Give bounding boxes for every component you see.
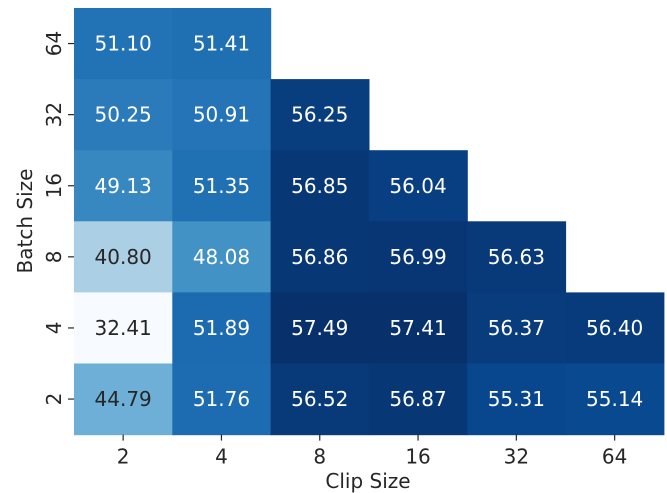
x-tick-label-8: 8 xyxy=(313,445,326,469)
heatmap-cell-batch-2-clip-32 xyxy=(467,363,567,436)
heatmap-value-batch-32-clip-8: 56.25 xyxy=(291,103,348,127)
heatmap-value-batch-2-clip-64: 55.14 xyxy=(586,387,643,411)
heatmap-cell-batch-16-clip-16 xyxy=(368,150,468,222)
heatmap-value-batch-32-clip-2: 50.25 xyxy=(95,103,152,127)
heatmap-cell-batch-16-clip-8 xyxy=(270,150,370,222)
heatmap-cell-batch-32-clip-2 xyxy=(74,79,173,151)
heatmap-cells: 51.10 51.41 50.25 50.91 56.25 49.13 51.35 56.85… xyxy=(74,8,665,436)
heatmap-value-batch-16-clip-16: 56.04 xyxy=(389,174,446,198)
y-tick-label-2: 2 xyxy=(42,393,66,406)
heatmap-cell-batch-32-clip-4 xyxy=(172,79,272,151)
heatmap-value-batch-64-clip-2: 51.10 xyxy=(95,32,152,56)
heatmap-cell-batch-16-clip-4 xyxy=(172,150,272,222)
y-axis-title: Batch Size xyxy=(13,169,37,274)
heatmap-value-batch-16-clip-2: 49.13 xyxy=(95,174,152,198)
x-axis-title: Clip Size xyxy=(325,469,410,493)
heatmap-cell-batch-2-clip-16 xyxy=(368,363,468,436)
heatmap-value-batch-32-clip-4: 50.91 xyxy=(193,103,250,127)
x-tick-label-4: 4 xyxy=(215,445,228,469)
heatmap-value-batch-4-clip-64: 56.40 xyxy=(586,316,643,340)
x-tick-label-64: 64 xyxy=(602,445,627,469)
heatmap-value-batch-16-clip-4: 51.35 xyxy=(193,174,250,198)
heatmap-value-batch-4-clip-32: 56.37 xyxy=(488,316,545,340)
y-tick-label-16: 16 xyxy=(42,173,66,198)
x-tick-label-2: 2 xyxy=(117,445,130,469)
x-tick-label-16: 16 xyxy=(405,445,430,469)
heatmap-value-batch-8-clip-4: 48.08 xyxy=(193,245,250,269)
heatmap-cell-batch-64-clip-4 xyxy=(172,8,272,80)
heatmap-cell-batch-4-clip-4 xyxy=(172,292,272,365)
heatmap-cell-batch-2-clip-4 xyxy=(172,363,272,436)
heatmap-cell-batch-16-clip-2 xyxy=(74,150,173,222)
y-axis-ticks: 64 32 16 8 4 2 xyxy=(42,31,74,406)
heatmap-cell-batch-4-clip-32 xyxy=(467,292,567,365)
heatmap-value-batch-64-clip-4: 51.41 xyxy=(193,32,250,56)
y-tick-label-4: 4 xyxy=(42,322,66,335)
heatmap-cell-batch-2-clip-64 xyxy=(565,363,665,436)
heatmap-cell-batch-4-clip-64 xyxy=(565,292,665,365)
y-tick-label-64: 64 xyxy=(42,31,66,56)
heatmap-cell-batch-4-clip-2 xyxy=(74,292,173,365)
heatmap-value-batch-4-clip-4: 51.89 xyxy=(193,316,250,340)
heatmap-value-batch-2-clip-8: 56.52 xyxy=(291,387,348,411)
heatmap-value-batch-8-clip-2: 40.80 xyxy=(95,245,152,269)
heatmap-cell-batch-2-clip-2 xyxy=(74,363,173,436)
heatmap-value-batch-8-clip-16: 56.99 xyxy=(389,245,446,269)
heatmap-value-batch-16-clip-8: 56.85 xyxy=(291,174,348,198)
x-axis-ticks: 2 4 8 16 32 64 xyxy=(117,434,627,469)
heatmap-cell-batch-8-clip-32 xyxy=(467,221,567,293)
heatmap-value-batch-2-clip-4: 51.76 xyxy=(193,387,250,411)
y-tick-label-8: 8 xyxy=(42,250,66,263)
heatmap-value-batch-2-clip-32: 55.31 xyxy=(488,387,545,411)
heatmap-value-batch-4-clip-2: 32.41 xyxy=(95,316,152,340)
heatmap-cell-batch-64-clip-2 xyxy=(74,8,173,80)
heatmap-value-batch-4-clip-8: 57.49 xyxy=(291,316,348,340)
heatmap-cell-batch-8-clip-4 xyxy=(172,221,272,293)
heatmap-value-batch-8-clip-8: 56.86 xyxy=(291,245,348,269)
y-tick-label-32: 32 xyxy=(42,102,66,127)
heatmap-cell-batch-2-clip-8 xyxy=(270,363,370,436)
heatmap-value-batch-8-clip-32: 56.63 xyxy=(488,245,545,269)
heatmap-cell-batch-8-clip-16 xyxy=(368,221,468,293)
heatmap-value-batch-4-clip-16: 57.41 xyxy=(389,316,446,340)
heatmap-cell-batch-32-clip-8 xyxy=(270,79,370,151)
heatmap-value-batch-2-clip-16: 56.87 xyxy=(389,387,446,411)
heatmap-cell-batch-4-clip-16 xyxy=(368,292,468,365)
heatmap-cell-batch-8-clip-2 xyxy=(74,221,173,293)
heatmap-cell-batch-8-clip-8 xyxy=(270,221,370,293)
heatmap-cell-batch-4-clip-8 xyxy=(270,292,370,365)
x-tick-label-32: 32 xyxy=(504,445,529,469)
heatmap-value-batch-2-clip-2: 44.79 xyxy=(95,387,152,411)
